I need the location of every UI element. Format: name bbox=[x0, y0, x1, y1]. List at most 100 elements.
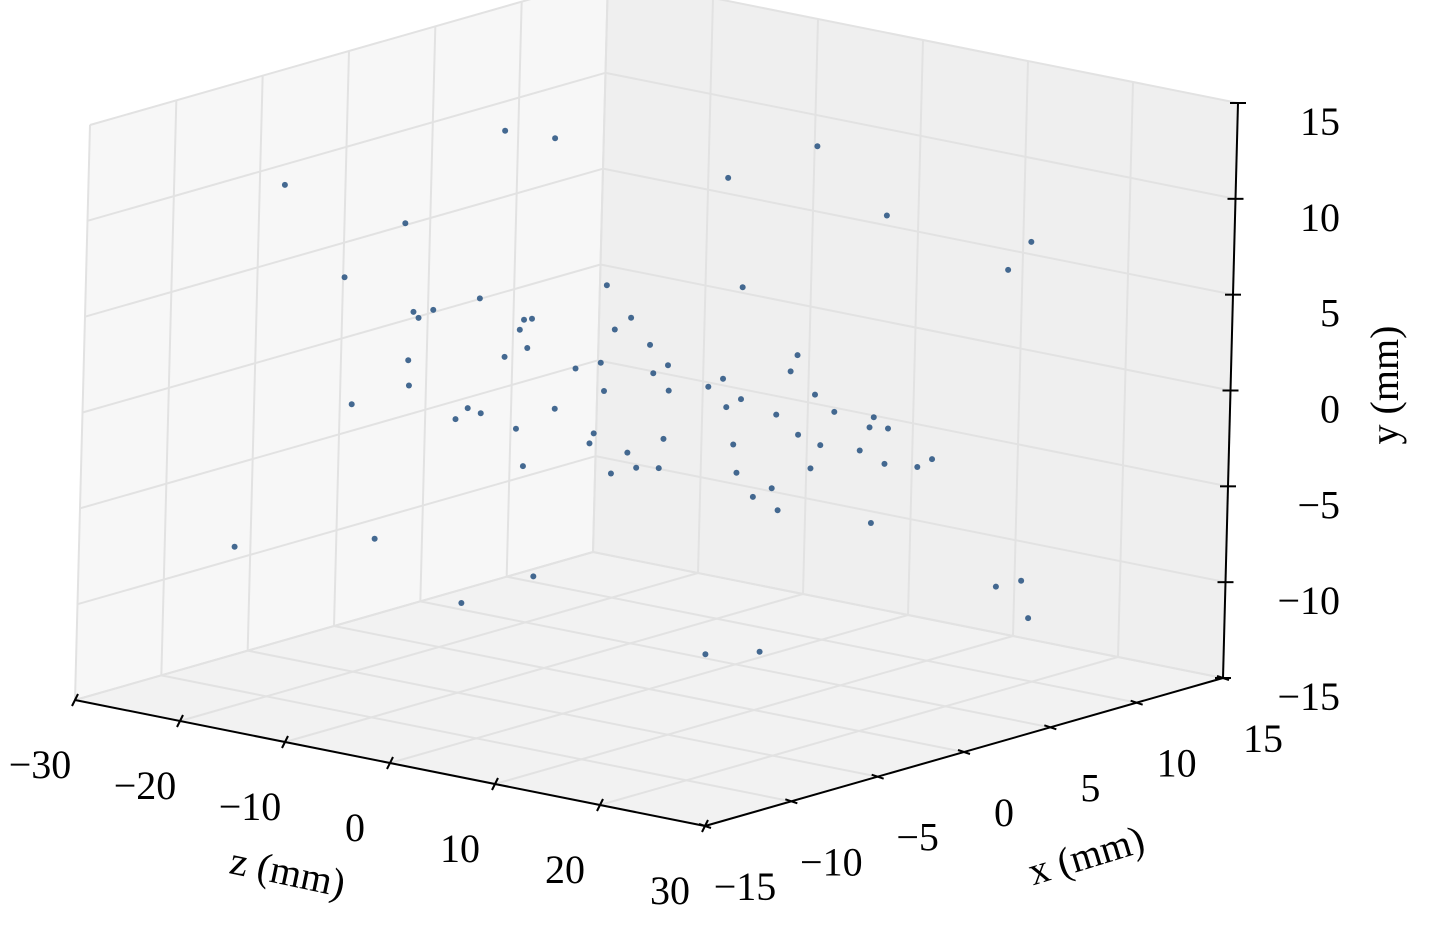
data-point bbox=[402, 220, 409, 227]
data-point bbox=[738, 396, 744, 403]
data-point bbox=[914, 464, 921, 471]
x-tick-label: 15 bbox=[1243, 716, 1283, 761]
data-point bbox=[410, 308, 417, 315]
data-point bbox=[774, 507, 781, 514]
data-point bbox=[341, 274, 348, 281]
data-point bbox=[655, 465, 662, 472]
data-point bbox=[856, 447, 863, 454]
grid-line bbox=[84, 167, 604, 318]
z-tick-label: 30 bbox=[650, 868, 690, 913]
data-point bbox=[705, 383, 712, 390]
data-point bbox=[477, 410, 484, 417]
data-point bbox=[371, 535, 378, 542]
data-point bbox=[866, 424, 873, 431]
x-tick-label: 5 bbox=[1080, 765, 1100, 810]
tick-mark bbox=[1130, 699, 1143, 706]
data-point bbox=[586, 440, 593, 447]
data-point bbox=[992, 583, 999, 590]
data-point bbox=[739, 284, 746, 291]
y-tick-label: −15 bbox=[1277, 674, 1340, 719]
z-tick-label: 10 bbox=[440, 826, 480, 871]
data-point bbox=[501, 353, 508, 360]
data-point bbox=[881, 460, 888, 467]
data-point bbox=[814, 143, 821, 150]
data-point bbox=[1018, 577, 1025, 584]
data-point bbox=[768, 485, 775, 492]
points bbox=[231, 127, 1035, 658]
data-point bbox=[530, 573, 537, 580]
data-point bbox=[597, 359, 604, 366]
data-point bbox=[551, 405, 558, 412]
data-point bbox=[1005, 266, 1012, 273]
tick-mark bbox=[1044, 724, 1057, 731]
tick-mark bbox=[176, 714, 184, 728]
y-tick-label: 5 bbox=[1320, 291, 1340, 336]
grid-line bbox=[74, 551, 594, 701]
grid-line bbox=[247, 649, 878, 778]
data-point bbox=[458, 599, 465, 606]
x-tick-label: 0 bbox=[994, 790, 1014, 835]
tick-mark bbox=[785, 798, 798, 805]
data-point bbox=[749, 493, 756, 500]
y-tick-label: 10 bbox=[1300, 195, 1340, 240]
data-point bbox=[405, 357, 412, 364]
grid-line bbox=[597, 359, 1229, 488]
data-point bbox=[476, 295, 483, 302]
x-tick-label: −5 bbox=[896, 815, 939, 860]
data-point bbox=[512, 425, 519, 432]
data-point bbox=[730, 441, 737, 448]
tick-mark bbox=[596, 798, 604, 812]
data-point bbox=[817, 442, 824, 449]
data-point bbox=[1025, 615, 1032, 622]
data-point bbox=[795, 431, 802, 438]
data-point bbox=[929, 456, 936, 463]
data-point bbox=[348, 401, 355, 408]
grid-line bbox=[161, 674, 792, 803]
data-point bbox=[628, 314, 635, 321]
data-point bbox=[502, 127, 509, 134]
data-point bbox=[1028, 238, 1035, 245]
data-point bbox=[430, 306, 437, 313]
data-point bbox=[405, 382, 412, 389]
grid-line bbox=[605, 71, 1236, 200]
grid-line bbox=[333, 625, 965, 753]
y-tick-label: 0 bbox=[1320, 387, 1340, 432]
data-point bbox=[633, 464, 640, 471]
z-axis-title: z (mm) bbox=[226, 838, 349, 906]
grid-line bbox=[79, 359, 599, 510]
tick-mark bbox=[386, 756, 394, 770]
axes: −30 −20 −10 0 10 20 30 −15−10−5051015−15−10−505… bbox=[9, 99, 1340, 913]
grid-line bbox=[420, 600, 1051, 729]
z-tick-label: −10 bbox=[219, 784, 282, 829]
y-tick-label: 15 bbox=[1300, 99, 1340, 144]
data-point bbox=[572, 365, 579, 372]
data-point bbox=[521, 316, 528, 323]
grid-line bbox=[717, 0, 1239, 104]
x-tick-label: 10 bbox=[1157, 741, 1197, 786]
data-point bbox=[773, 411, 780, 418]
x-tick-label: −10 bbox=[800, 839, 863, 884]
grid-line bbox=[602, 167, 1234, 296]
data-point bbox=[665, 362, 671, 369]
data-point bbox=[725, 174, 732, 181]
tick-mark bbox=[71, 693, 79, 707]
data-point bbox=[733, 469, 740, 476]
data-point bbox=[720, 375, 727, 382]
data-point bbox=[665, 387, 672, 394]
data-point bbox=[807, 465, 814, 472]
z-tick-label: 0 bbox=[345, 805, 365, 850]
z-tick-label: −20 bbox=[114, 763, 177, 808]
grid-line bbox=[506, 575, 1137, 704]
grid-line bbox=[600, 263, 1231, 392]
data-point bbox=[660, 435, 667, 442]
grid-line bbox=[595, 455, 1226, 584]
data-point bbox=[702, 651, 709, 658]
data-point bbox=[624, 449, 631, 456]
data-point bbox=[831, 408, 838, 415]
data-point bbox=[603, 282, 610, 289]
tick-mark bbox=[871, 773, 884, 780]
data-point bbox=[529, 315, 535, 322]
data-point bbox=[415, 314, 422, 321]
data-point bbox=[812, 391, 818, 398]
